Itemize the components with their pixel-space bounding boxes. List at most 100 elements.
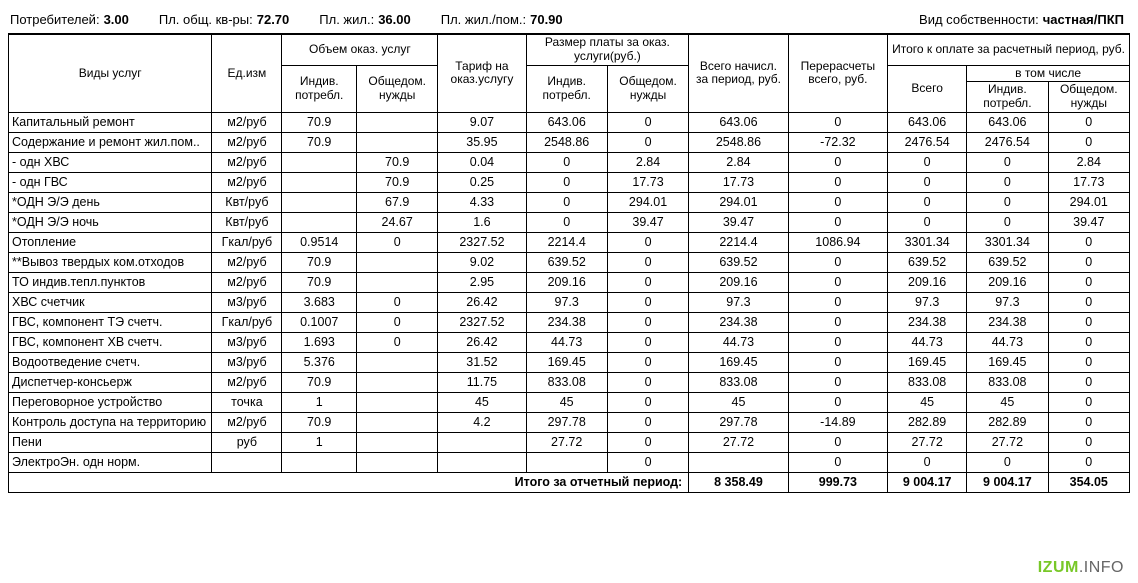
table-row: ЭлектроЭн. одн норм.00000	[9, 452, 1130, 472]
cell: 97.3	[526, 292, 607, 312]
cell	[357, 252, 438, 272]
cell: 0	[1048, 252, 1129, 272]
total-label: Итого за отчетный период:	[9, 472, 689, 492]
cell: 0	[788, 372, 887, 392]
watermark: IZUM.INFO	[1038, 559, 1124, 577]
cell: 2476.54	[888, 132, 967, 152]
pl-obsh-label: Пл. общ. кв-ры:	[159, 12, 253, 27]
service-name: *ОДН Э/Э день	[9, 192, 212, 212]
service-name: - одн ГВС	[9, 172, 212, 192]
cell: м2/руб	[212, 172, 282, 192]
cell: 0	[1048, 132, 1129, 152]
cell: 0	[526, 212, 607, 232]
pl-zhil-value: 36.00	[378, 12, 411, 27]
col-itogo-group: Итого к оплате за расчетный период, руб.	[888, 35, 1130, 66]
cell: м3/руб	[212, 352, 282, 372]
cell: 0	[788, 332, 887, 352]
table-row: ОтоплениеГкал/руб0.951402327.522214.4022…	[9, 232, 1130, 252]
cell: 70.9	[282, 132, 357, 152]
cell: 234.38	[526, 312, 607, 332]
total-vsego-nach: 8 358.49	[689, 472, 788, 492]
table-row: Контроль доступа на территориюм2/руб70.9…	[9, 412, 1130, 432]
cell: 1086.94	[788, 232, 887, 252]
utility-bill-table: Виды услуг Ед.изм Объем оказ. услуг Тари…	[8, 34, 1130, 493]
cell: 0	[1048, 412, 1129, 432]
table-row: - одн ГВСм2/руб70.90.25017.7317.7300017.…	[9, 172, 1130, 192]
cell: 2214.4	[689, 232, 788, 252]
cell: 282.89	[888, 412, 967, 432]
cell: 0	[526, 152, 607, 172]
col-vol-indiv: Индив. потребл.	[282, 65, 357, 112]
cell: 39.47	[1048, 212, 1129, 232]
cell: 70.9	[282, 112, 357, 132]
cell: 0	[526, 172, 607, 192]
cell: 39.47	[607, 212, 688, 232]
cell: 45	[967, 392, 1048, 412]
cell: 0	[1048, 292, 1129, 312]
cell: 0	[888, 152, 967, 172]
cell: 0	[967, 152, 1048, 172]
cell: 44.73	[967, 332, 1048, 352]
cell: 26.42	[438, 292, 526, 312]
cell: Квт/руб	[212, 192, 282, 212]
col-plat-group: Размер платы за оказ. услуги(руб.)	[526, 35, 689, 66]
cell: 833.08	[526, 372, 607, 392]
table-row: ГВС, компонент ХВ счетч.м3/руб1.693026.4…	[9, 332, 1130, 352]
total-indiv: 9 004.17	[967, 472, 1048, 492]
cell	[357, 412, 438, 432]
cell: 0	[788, 312, 887, 332]
cell: 0	[607, 232, 688, 252]
cell: 2548.86	[689, 132, 788, 152]
watermark-info: .INFO	[1079, 559, 1124, 576]
cell: 0.9514	[282, 232, 357, 252]
table-row: ТО индив.тепл.пунктовм2/руб70.92.95209.1…	[9, 272, 1130, 292]
cell	[357, 452, 438, 472]
cell: 0	[967, 452, 1048, 472]
cell: 0	[1048, 232, 1129, 252]
cell: 234.38	[689, 312, 788, 332]
col-vol-obshed: Общедом. нужды	[357, 65, 438, 112]
cell: 17.73	[607, 172, 688, 192]
table-row: Содержание и ремонт жил.пом..м2/руб70.93…	[9, 132, 1130, 152]
cell: 0	[1048, 272, 1129, 292]
cell: 0	[967, 172, 1048, 192]
cell: 0	[788, 432, 887, 452]
cell: м2/руб	[212, 132, 282, 152]
cell: 11.75	[438, 372, 526, 392]
cell: 833.08	[888, 372, 967, 392]
cell	[357, 132, 438, 152]
cell: 0	[788, 452, 887, 472]
cell: 0	[607, 132, 688, 152]
cell: 27.72	[888, 432, 967, 452]
table-row: Диспетчер-консьержм2/руб70.911.75833.080…	[9, 372, 1130, 392]
cell: 0	[888, 452, 967, 472]
cell: 282.89	[967, 412, 1048, 432]
cell: 0	[788, 172, 887, 192]
cell: Гкал/руб	[212, 232, 282, 252]
cell: 31.52	[438, 352, 526, 372]
cell: 0	[607, 112, 688, 132]
cell: 27.72	[967, 432, 1048, 452]
cell: 0.04	[438, 152, 526, 172]
cell: 0	[788, 212, 887, 232]
cell: 0	[357, 312, 438, 332]
cell: Квт/руб	[212, 212, 282, 232]
cell: 45	[888, 392, 967, 412]
col-vsego-nach: Всего начисл. за период, руб.	[689, 35, 788, 113]
cell: 1.6	[438, 212, 526, 232]
cell: 639.52	[526, 252, 607, 272]
cell: 0	[967, 212, 1048, 232]
cell: 44.73	[689, 332, 788, 352]
potrebiteley-value: 3.00	[104, 12, 129, 27]
cell: 169.45	[967, 352, 1048, 372]
service-name: ХВС счетчик	[9, 292, 212, 312]
pl-zhilpom-label: Пл. жил./пом.:	[441, 12, 526, 27]
cell: 1	[282, 432, 357, 452]
cell: 0	[788, 272, 887, 292]
table-row: - одн ХВСм2/руб70.90.0402.842.840002.84	[9, 152, 1130, 172]
cell: 209.16	[689, 272, 788, 292]
cell	[438, 452, 526, 472]
col-itogo-vsego: Всего	[888, 65, 967, 112]
cell: 169.45	[689, 352, 788, 372]
cell: 9.02	[438, 252, 526, 272]
